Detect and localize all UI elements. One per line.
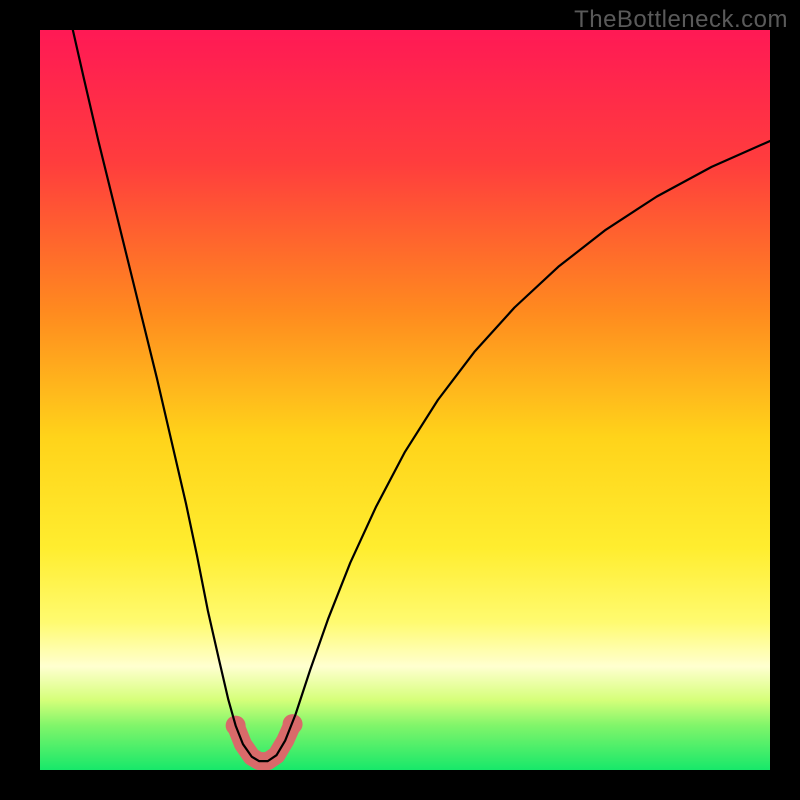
- chart-plot-area: [40, 30, 770, 770]
- chart-background-rect: [40, 30, 770, 770]
- chart-svg: [40, 30, 770, 770]
